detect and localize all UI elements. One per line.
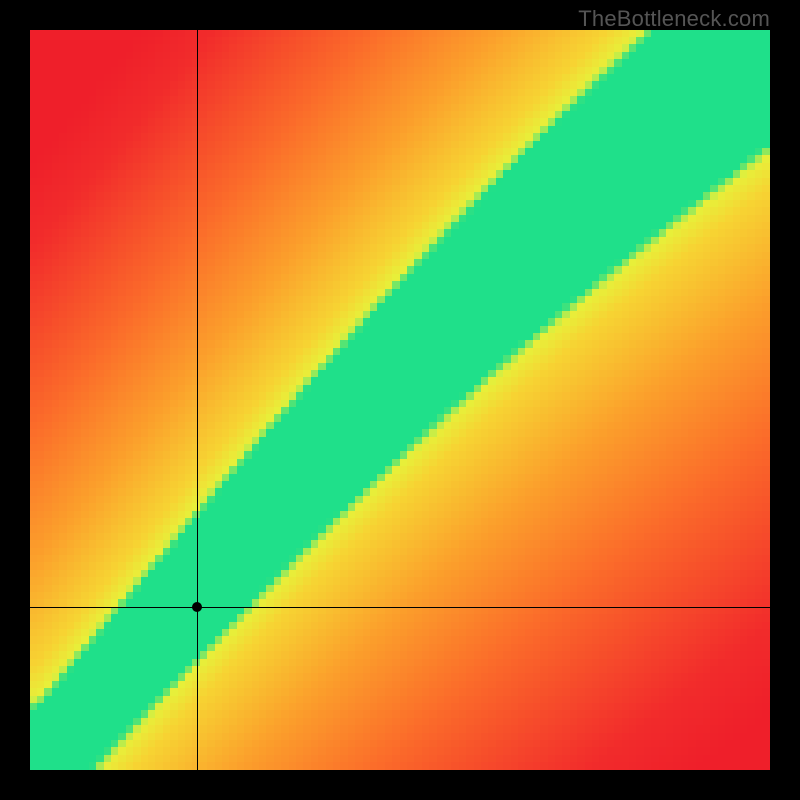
crosshair-horizontal [30, 607, 770, 608]
crosshair-vertical [197, 30, 198, 770]
chart-container: TheBottleneck.com [0, 0, 800, 800]
watermark-text: TheBottleneck.com [578, 6, 770, 32]
bottleneck-heatmap [30, 30, 770, 770]
marker-point [192, 602, 202, 612]
